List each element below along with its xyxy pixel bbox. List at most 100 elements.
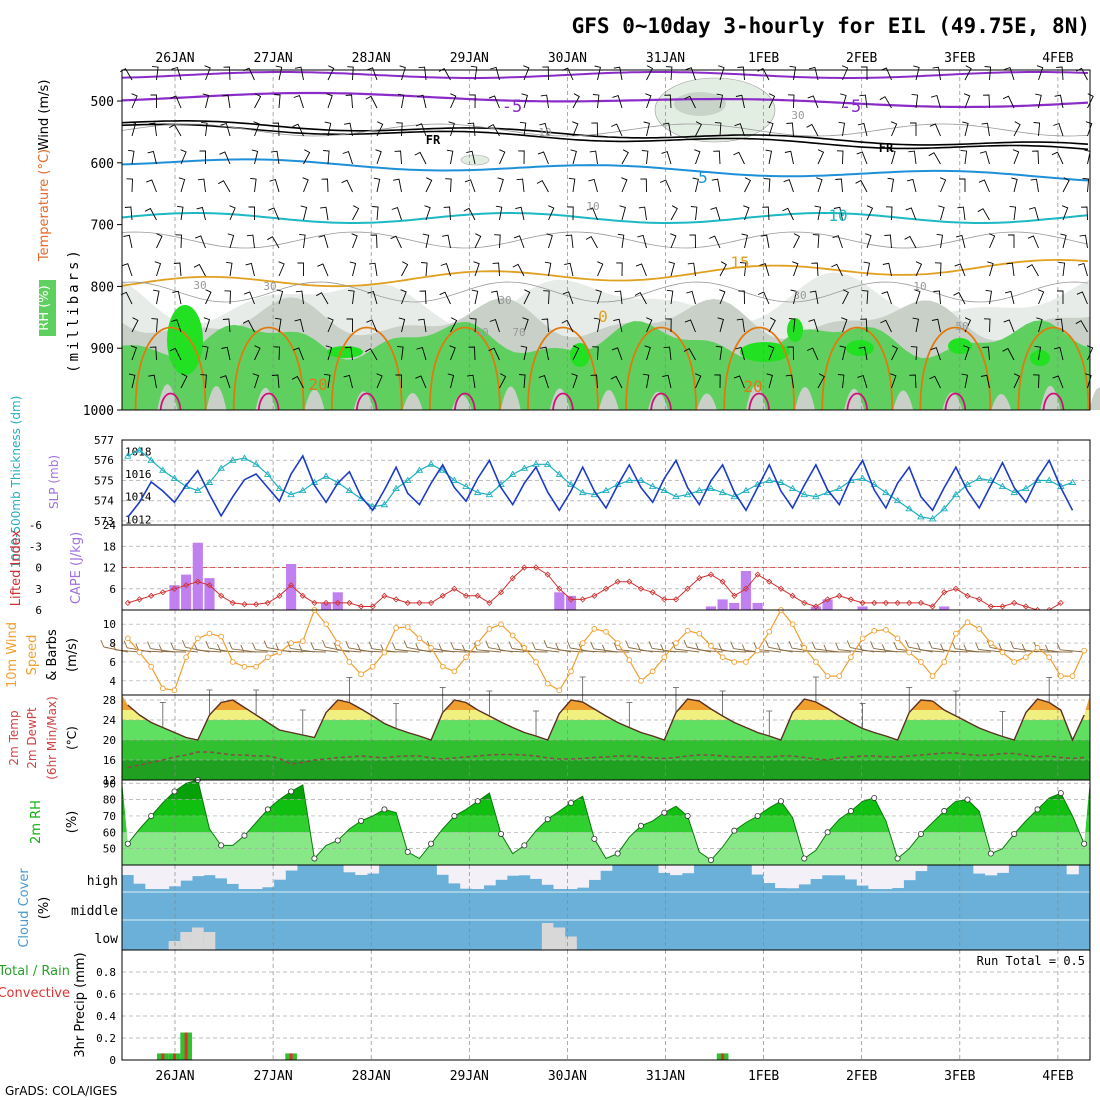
wind-barb bbox=[1076, 291, 1088, 305]
dewpoint-line bbox=[127, 751, 1085, 769]
lifted-index-point bbox=[148, 592, 155, 599]
wind-barb bbox=[808, 319, 819, 333]
wind-barb bbox=[985, 289, 993, 305]
wind-barb bbox=[977, 208, 990, 221]
date-label-top: 28JAN bbox=[352, 51, 391, 66]
wind-barb bbox=[400, 289, 407, 305]
rh-point bbox=[987, 850, 994, 857]
precip-tick: 0.2 bbox=[96, 1032, 116, 1045]
wind-barb bbox=[644, 345, 651, 361]
wind-speed-point bbox=[323, 621, 329, 628]
wind-barb bbox=[860, 318, 868, 333]
contour-label: 50 bbox=[955, 320, 968, 333]
wind-barb bbox=[467, 374, 476, 389]
high-cloud-gap bbox=[1066, 865, 1079, 875]
temp-contour-20 bbox=[821, 326, 894, 411]
wind-barb bbox=[276, 289, 284, 305]
wind-tick: 6 bbox=[109, 656, 116, 669]
wind-speed-point bbox=[416, 635, 423, 642]
precip-convective-bar bbox=[161, 1053, 165, 1060]
wind-barb bbox=[415, 123, 427, 137]
wind-label-a: 10m Wind bbox=[5, 622, 20, 688]
wind-speed-point bbox=[743, 659, 749, 665]
wind-barb bbox=[1053, 123, 1064, 137]
wind-barb bbox=[938, 205, 945, 221]
thickness-point bbox=[229, 456, 237, 463]
wind-barb bbox=[715, 345, 723, 361]
wind-speed-point bbox=[568, 668, 574, 675]
surface-wind-barb bbox=[858, 643, 886, 653]
lifted-index-point bbox=[241, 601, 248, 608]
lifted-index-point bbox=[462, 592, 470, 599]
wind-barb bbox=[197, 178, 206, 193]
wind-tick: 4 bbox=[109, 675, 116, 688]
wind-barb bbox=[170, 319, 182, 333]
rh-shading bbox=[122, 77, 1100, 410]
wind-barb bbox=[131, 93, 138, 109]
thickness-point bbox=[893, 496, 902, 504]
wind-barb bbox=[366, 319, 378, 333]
rh-band-70 bbox=[122, 320, 1090, 410]
wind-barb bbox=[635, 263, 647, 277]
cape-bar bbox=[192, 542, 203, 610]
surface-wind-barb bbox=[461, 644, 490, 653]
li-tick: 6 bbox=[35, 604, 42, 617]
wind-barb bbox=[516, 178, 525, 193]
wind-barb bbox=[131, 317, 139, 333]
wind-barb bbox=[124, 206, 133, 221]
precip-panel: 0.8 0.6 0.4 0.2 0 Run Total = 0.5 3hr Precip (… bbox=[0, 949, 1091, 1067]
wind-barb bbox=[199, 150, 206, 164]
wind-barb bbox=[1054, 94, 1064, 109]
wind-barb bbox=[914, 289, 921, 305]
lifted-index-point bbox=[1011, 599, 1018, 606]
wind-barb bbox=[522, 317, 529, 333]
wind-barb bbox=[719, 261, 727, 277]
wind-barb bbox=[733, 151, 745, 165]
thickness-point bbox=[205, 478, 214, 485]
rh-point bbox=[544, 816, 551, 823]
wind-barb bbox=[291, 375, 304, 389]
high-cloud-gap bbox=[763, 865, 776, 884]
wind-barb bbox=[662, 122, 672, 137]
date-label-bottom: 28JAN bbox=[352, 1069, 391, 1084]
wind-barb bbox=[148, 122, 157, 137]
lifted-index-point bbox=[987, 603, 994, 610]
wind-barb bbox=[641, 150, 649, 165]
wind-speed-point bbox=[696, 630, 703, 637]
temp-mask bbox=[122, 695, 1090, 740]
wind-barb bbox=[790, 289, 797, 305]
wind-barb bbox=[964, 65, 972, 81]
surface-wind-barb bbox=[356, 643, 385, 653]
lifted-index-point bbox=[602, 585, 610, 592]
rh-point bbox=[1057, 790, 1064, 797]
wind-barb bbox=[519, 374, 526, 389]
wind-barb bbox=[694, 149, 701, 165]
wind-barb bbox=[271, 150, 280, 165]
cape-bar bbox=[822, 599, 833, 610]
wind-barb bbox=[861, 66, 868, 80]
surface-wind-barb bbox=[998, 643, 1026, 653]
contour-label: -5 bbox=[502, 97, 522, 117]
wind-speed-point bbox=[334, 640, 341, 646]
wind-barb bbox=[963, 345, 970, 361]
wind-speed-point bbox=[801, 644, 808, 651]
thickness-point bbox=[322, 472, 330, 479]
wind-barb bbox=[348, 289, 355, 305]
wind-barb bbox=[856, 151, 868, 165]
wind-barb bbox=[929, 375, 941, 389]
high-cloud-gap bbox=[985, 865, 998, 876]
wind-barb bbox=[244, 291, 255, 305]
wind-barb bbox=[983, 318, 991, 333]
rh-point bbox=[311, 855, 318, 862]
wind-speed-point bbox=[754, 647, 761, 654]
high-cloud-gap bbox=[436, 865, 450, 875]
temp-minmax-whisker bbox=[439, 687, 446, 713]
lifted-index-point bbox=[591, 592, 598, 599]
wind-barb bbox=[300, 205, 308, 221]
wind-barb bbox=[245, 262, 255, 277]
wind-speed-point bbox=[638, 677, 644, 684]
temp-contour-20 bbox=[625, 326, 697, 411]
wind-barb bbox=[1058, 261, 1066, 277]
cape-panel: -6 -3 0 3 6 24 18 12 6 Lifted Index CAPE (J/kg) bbox=[9, 519, 1091, 617]
wind-barb bbox=[489, 319, 500, 333]
